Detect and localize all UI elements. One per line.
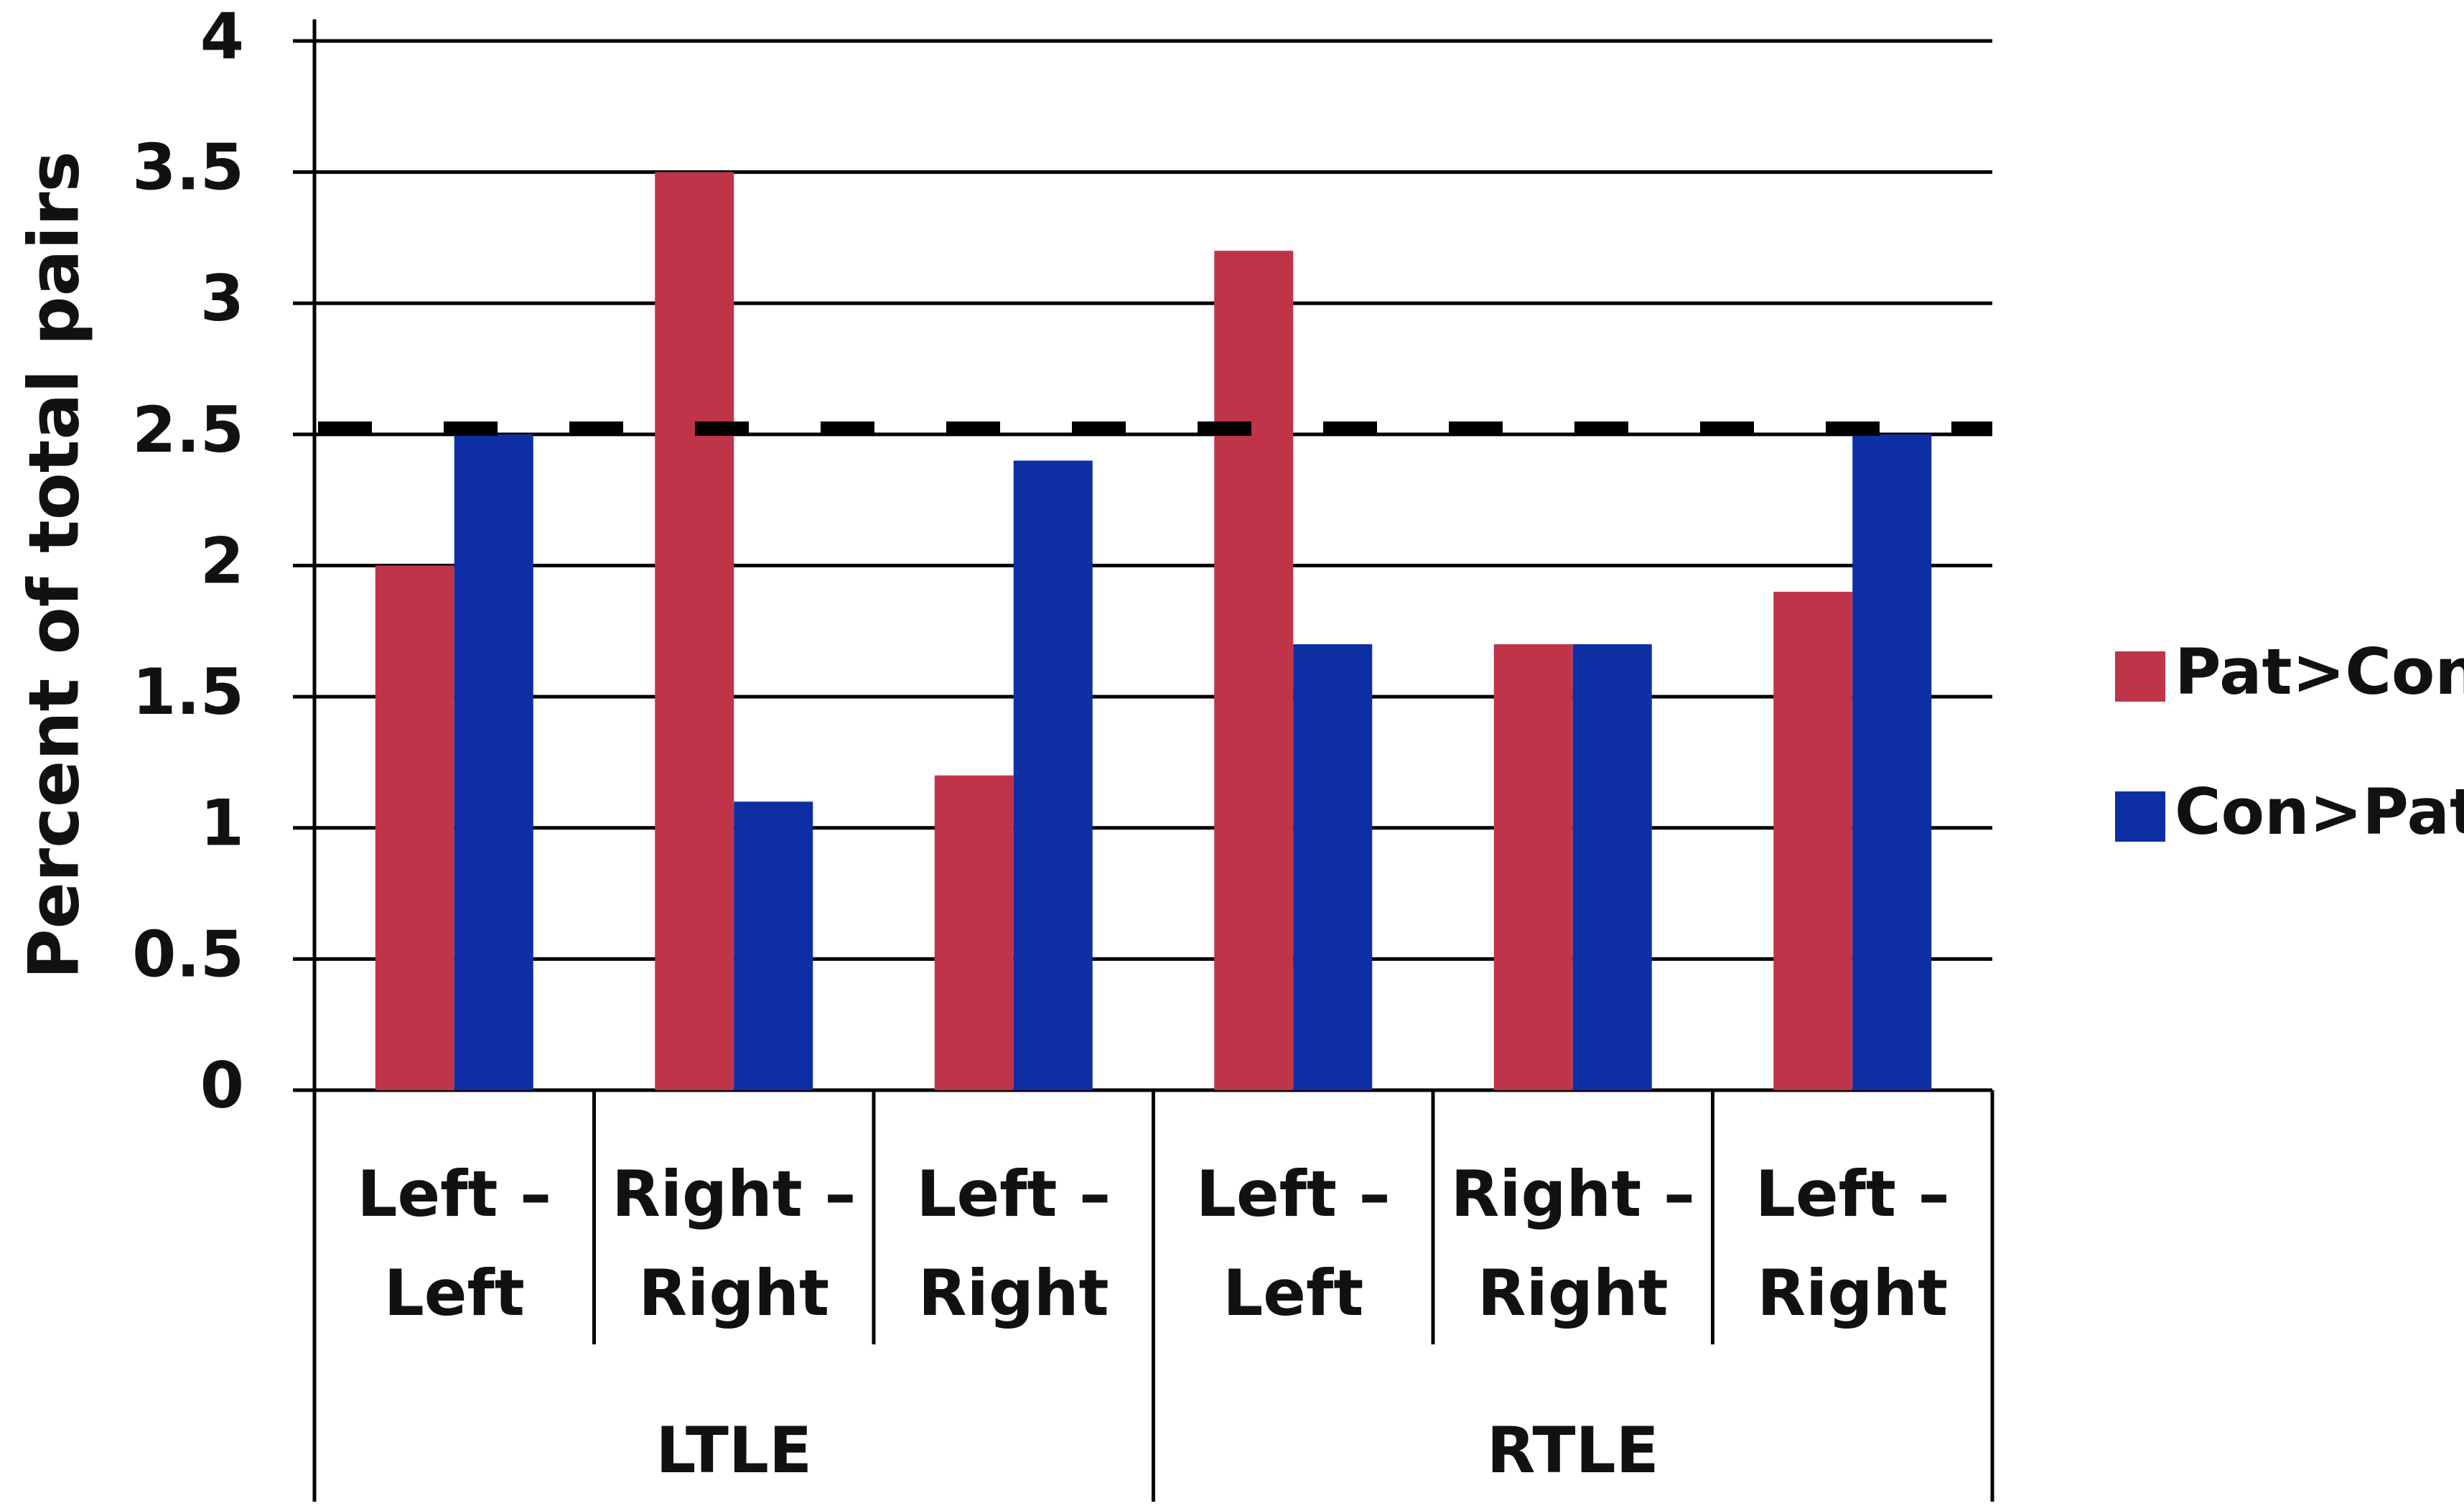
y-tick-label: 0	[200, 1049, 244, 1122]
bar	[1852, 434, 1932, 1090]
bar	[1293, 644, 1373, 1090]
bar	[1214, 251, 1294, 1091]
bar	[375, 565, 454, 1090]
x-tick-label: Left –	[916, 1157, 1111, 1231]
bar	[1013, 460, 1093, 1090]
x-tick-label: Left –	[1196, 1157, 1391, 1231]
y-tick-label: 2	[200, 524, 244, 598]
x-tick-label: Left	[1223, 1256, 1363, 1330]
x-tick-label: Right –	[612, 1157, 856, 1231]
x-tick-label: Left	[384, 1256, 525, 1330]
y-tick-label: 1.5	[132, 655, 244, 729]
y-tick-label: 3.5	[132, 131, 244, 205]
bar	[1493, 644, 1573, 1090]
x-tick-label: Right	[1757, 1256, 1948, 1330]
x-tick-label: Right	[1478, 1256, 1669, 1330]
legend-swatch	[2115, 651, 2165, 702]
y-tick-label: 4	[200, 0, 244, 73]
y-tick-label: 3	[200, 261, 244, 335]
bar	[1572, 644, 1652, 1090]
y-tick-label: 2.5	[132, 393, 244, 467]
group-label: RTLE	[1487, 1413, 1659, 1487]
y-tick-label: 0.5	[132, 917, 244, 991]
y-tick-label: 1	[200, 786, 244, 860]
x-tick-label: Right –	[1451, 1157, 1695, 1231]
legend-label: Con>Pat	[2175, 775, 2464, 849]
bar	[1773, 592, 1853, 1090]
legend-swatch	[2115, 791, 2165, 842]
bar	[655, 172, 734, 1090]
x-tick-label: Left –	[1755, 1157, 1950, 1231]
legend-label: Pat>Con	[2175, 635, 2464, 709]
y-axis-title: Percent of total pairs	[14, 151, 94, 979]
bar	[454, 434, 533, 1090]
x-tick-label: Right	[918, 1256, 1109, 1330]
x-tick-label: Left –	[357, 1157, 551, 1231]
bar	[934, 775, 1014, 1090]
group-label: LTLE	[655, 1413, 812, 1487]
x-tick-label: Right	[638, 1256, 829, 1330]
bar	[734, 801, 813, 1090]
